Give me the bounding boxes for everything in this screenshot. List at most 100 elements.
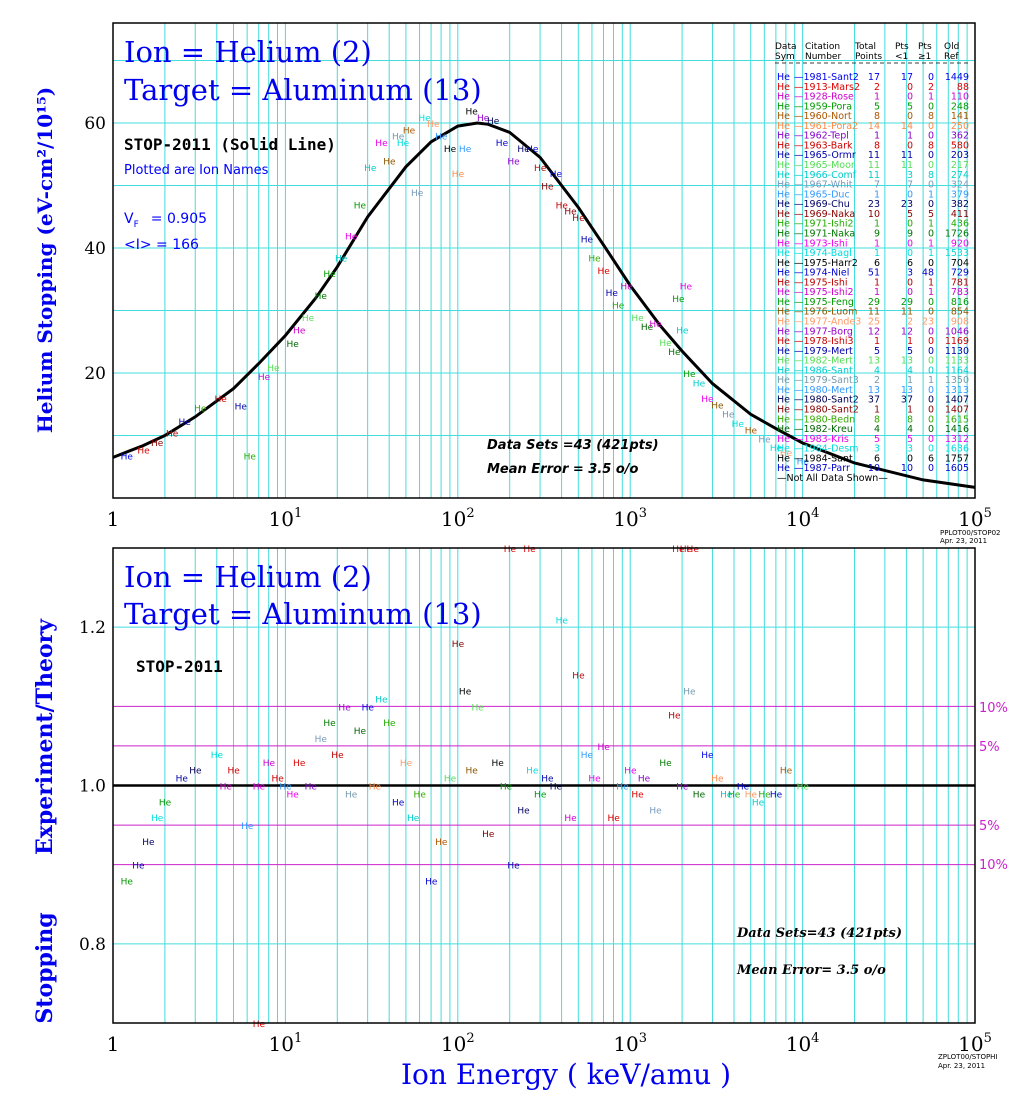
legend-citation: —1971-Naka	[794, 228, 855, 239]
legend-ref: 1416	[945, 424, 969, 435]
data-point: He	[701, 751, 714, 761]
top-plot-frame	[112, 22, 976, 499]
legend-total: 6	[874, 258, 880, 269]
data-point: He	[121, 878, 134, 888]
legend-lt1: 4	[907, 365, 913, 376]
legend-ref: 1350	[945, 375, 969, 386]
data-point: He	[770, 444, 783, 454]
legend-citation: —1978-Ishi3	[794, 336, 854, 347]
data-point: He	[176, 775, 189, 785]
data-point: He	[606, 289, 619, 299]
data-point: He	[315, 292, 328, 302]
legend-total: 1	[874, 405, 880, 416]
legend-lt1: 1	[907, 131, 913, 142]
legend-sym: He	[777, 209, 790, 220]
legend-ref: 1533	[945, 248, 969, 259]
legend-header: Number	[805, 52, 841, 62]
data-point: He	[189, 767, 202, 777]
legend-total: 25	[868, 317, 880, 328]
data-point: He	[581, 751, 594, 761]
legend-row: He —1969-Chu 23 23 0 382	[777, 199, 969, 210]
data-point: He	[631, 790, 644, 800]
legend-sym: He	[777, 375, 790, 386]
legend-row: He —1969-Naka 10 5 5 411	[777, 209, 969, 220]
data-point: He	[414, 790, 427, 800]
legend-sym: He	[777, 346, 790, 357]
legend-sym: He	[777, 356, 790, 367]
legend-ref: 248	[951, 101, 969, 112]
legend-sym: He	[777, 277, 790, 288]
legend-row: He —1971-Ishi2 1 0 1 436	[777, 219, 969, 230]
legend-lt1: 17	[901, 72, 913, 83]
data-point: He	[504, 545, 517, 555]
legend-total: 11	[868, 160, 880, 171]
legend-ref: 1636	[945, 444, 969, 455]
legend-sym: He	[777, 189, 790, 200]
legend-row: He —1975-Ishi 1 0 1 781	[777, 277, 969, 288]
legend-ref: 203	[951, 150, 969, 161]
data-point: He	[612, 301, 625, 311]
data-point: He	[720, 790, 733, 800]
y-tick-label: 0.8	[79, 935, 106, 955]
data-point: He	[758, 436, 771, 446]
data-point: He	[672, 295, 685, 305]
data-point: He	[335, 254, 348, 264]
legend-ge1: 1	[928, 238, 934, 249]
legend-ref: 1312	[945, 434, 969, 445]
bottom-theory-label: STOP-2011	[136, 657, 223, 676]
legend-total: 1	[874, 287, 880, 298]
legend-citation: —1980-Sant2	[794, 395, 859, 406]
band-label-10-top: 10%	[979, 701, 1008, 716]
legend-citation: —1987-Parr	[794, 463, 850, 474]
legend-total: 29	[868, 297, 880, 308]
legend-ref: 920	[951, 238, 969, 249]
data-point: He	[465, 108, 478, 118]
legend-sym: He	[777, 111, 790, 122]
legend-citation: —1969-Naka	[794, 209, 855, 220]
legend-lt1: 7	[907, 180, 913, 191]
legend-citation: —1913-Mars2	[794, 82, 860, 93]
data-point: He	[758, 790, 771, 800]
data-point: He	[258, 373, 271, 383]
data-point: He	[517, 145, 530, 155]
legend-header: Sym	[775, 52, 795, 62]
legend-header: Pts	[895, 42, 909, 52]
data-point: He	[711, 401, 724, 411]
data-point: He	[263, 759, 276, 769]
legend-row: He —1976-Luom 11 11 0 854	[777, 307, 969, 318]
legend-ref: 1615	[945, 414, 969, 425]
top-title-ion: Ion = Helium (2)	[124, 35, 372, 69]
bottom-stamp-1: ZPLOT00/STOPHI	[938, 1053, 998, 1061]
legend-ref: 729	[951, 268, 969, 279]
data-point: He	[435, 133, 448, 143]
data-point: He	[459, 145, 472, 155]
legend-sym: He	[777, 121, 790, 132]
legend-lt1: 9	[907, 228, 913, 239]
legend-ref: 1313	[945, 385, 969, 396]
legend-sym: He	[777, 414, 790, 425]
legend-ref: 1757	[945, 453, 969, 464]
data-point: He	[683, 370, 696, 380]
legend-lt1: 23	[901, 199, 913, 210]
data-point: He	[241, 822, 254, 832]
top-stats-sets: Data Sets =43 (421pts)	[487, 438, 659, 453]
legend-row: He —1975-Ishi2 1 0 1 783	[777, 287, 969, 298]
data-point: He	[676, 326, 689, 336]
legend-ge1: 0	[928, 160, 934, 171]
legend-ge1: 8	[928, 140, 934, 151]
legend-row: He —1984-Desm 3 3 0 1636	[777, 444, 969, 455]
data-point: He	[550, 170, 563, 180]
data-point: He	[400, 759, 413, 769]
data-point: He	[435, 838, 448, 848]
legend-ref: 1133	[945, 356, 969, 367]
bottom-axis-labels: 1 101 102 103 104 105 0.8 1.0 1.2	[79, 618, 992, 1056]
legend-citation: —1981-Sant2	[794, 72, 859, 83]
x-tick-label: 102	[441, 506, 475, 531]
legend-ref: 110	[951, 92, 969, 103]
legend-ref: 854	[951, 307, 969, 318]
legend-lt1: 12	[901, 326, 913, 337]
legend-total: 2	[874, 375, 880, 386]
legend-ge1: 0	[928, 199, 934, 210]
